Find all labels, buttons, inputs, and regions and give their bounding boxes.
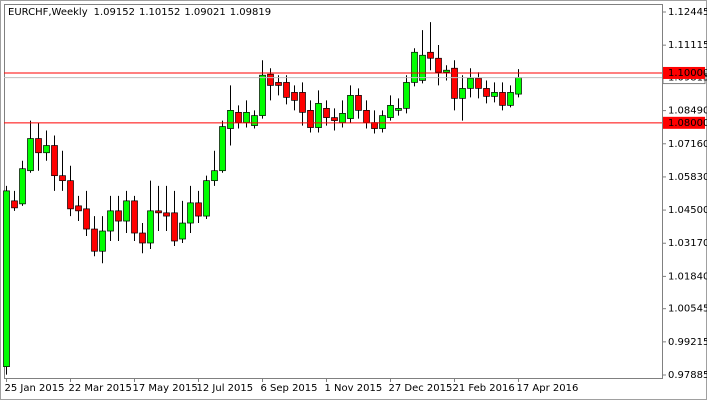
y-tick-label: 0.99215	[668, 337, 707, 348]
candle-body	[499, 92, 506, 106]
candle-body	[203, 180, 210, 217]
candle-body	[443, 69, 450, 73]
candle-body	[251, 115, 258, 126]
candle-body	[163, 212, 170, 217]
candle-body	[347, 95, 354, 119]
candle-body	[507, 92, 514, 106]
candle-body	[475, 77, 482, 89]
y-tick-label: 1.07160	[668, 139, 707, 150]
candle-body	[483, 88, 490, 97]
y-tick-label: 1.04500	[668, 205, 707, 216]
header-open: 1.09152	[94, 7, 135, 18]
candle-body	[331, 117, 338, 121]
candle-body	[195, 202, 202, 217]
candle-body	[131, 200, 138, 234]
candle-body	[451, 67, 458, 99]
x-tick-label: 6 Sep 2015	[261, 383, 318, 394]
candle-body	[27, 138, 34, 172]
candle-body	[411, 51, 418, 83]
candle-body	[187, 202, 194, 224]
level-label: 1.08000	[668, 118, 707, 129]
x-tick-label: 22 Mar 2015	[69, 383, 132, 394]
candle-body	[3, 190, 10, 368]
candle-body	[11, 200, 18, 209]
y-tick-label: 1.00545	[668, 304, 707, 315]
x-tick-label: 21 Feb 2016	[453, 383, 515, 394]
candle-body	[395, 108, 402, 111]
candle-body	[139, 232, 146, 244]
chart-header: EURCHF,Weekly 1.09152 1.10152 1.09021 1.0981…	[8, 7, 271, 18]
candle-body	[427, 51, 434, 59]
candle-body	[339, 113, 346, 123]
candle-body	[19, 168, 26, 205]
header-high: 1.10152	[139, 7, 180, 18]
candle-body	[219, 126, 226, 172]
level-label-box	[663, 66, 705, 79]
candle-body	[259, 74, 266, 116]
candle-body	[355, 95, 362, 111]
candle-body	[75, 205, 82, 212]
candle-body	[379, 115, 386, 129]
candle-body	[35, 138, 42, 154]
plot-frame	[4, 4, 663, 379]
level-label-box	[663, 116, 705, 129]
candle-body	[171, 212, 178, 242]
candle-body	[267, 73, 274, 86]
candle-body	[491, 92, 498, 97]
candle-body	[67, 180, 74, 210]
x-tick-label: 17 Apr 2016	[517, 383, 579, 394]
candle-body	[227, 110, 234, 129]
candle-body	[307, 110, 314, 128]
candle-body	[299, 92, 306, 113]
candle-body	[291, 92, 298, 101]
candle-body	[99, 230, 106, 252]
y-tick-label: 1.05830	[668, 172, 707, 183]
candle-body	[43, 145, 50, 154]
candle-body	[403, 82, 410, 109]
candle-body	[115, 210, 122, 222]
candle-body	[59, 175, 66, 182]
candle-body	[435, 57, 442, 73]
candle-body	[155, 210, 162, 214]
candle-body	[147, 210, 154, 244]
candle-body	[91, 228, 98, 252]
candle-body	[387, 105, 394, 118]
candle-body	[419, 54, 426, 81]
candle-body	[323, 108, 330, 118]
y-tick-label: 1.01840	[668, 271, 707, 282]
x-tick-label: 17 May 2015	[133, 383, 198, 394]
candle-body	[515, 77, 522, 95]
candle-body	[371, 122, 378, 129]
candle-body	[179, 222, 186, 240]
candle-body	[459, 88, 466, 99]
y-tick-label: 1.12445	[668, 7, 707, 18]
y-tick-label: 0.97885	[668, 370, 707, 381]
candle-body	[123, 200, 130, 222]
candle-body	[275, 82, 282, 86]
y-tick-label: 1.11115	[668, 40, 707, 51]
chart-title: EURCHF,Weekly	[8, 7, 88, 18]
candle-body	[315, 103, 322, 128]
x-tick-label: 25 Jan 2015	[5, 383, 65, 394]
candle-body	[243, 112, 250, 123]
candle-body	[107, 210, 114, 232]
candle-body	[283, 82, 290, 98]
x-tick-label: 1 Nov 2015	[325, 383, 383, 394]
candle-body	[211, 170, 218, 182]
candle-body	[235, 112, 242, 123]
candle-body	[467, 77, 474, 89]
y-tick-label: 1.08490	[668, 106, 707, 117]
candle-body	[363, 110, 370, 123]
x-tick-label: 12 Jul 2015	[197, 383, 254, 394]
y-tick-label: 1.03170	[668, 238, 707, 249]
header-close: 1.09819	[230, 7, 271, 18]
x-tick-label: 27 Dec 2015	[389, 383, 453, 394]
candle-body	[51, 145, 58, 177]
candle-body	[83, 208, 90, 230]
header-low: 1.09021	[184, 7, 225, 18]
level-label: 1.10000	[668, 68, 707, 79]
